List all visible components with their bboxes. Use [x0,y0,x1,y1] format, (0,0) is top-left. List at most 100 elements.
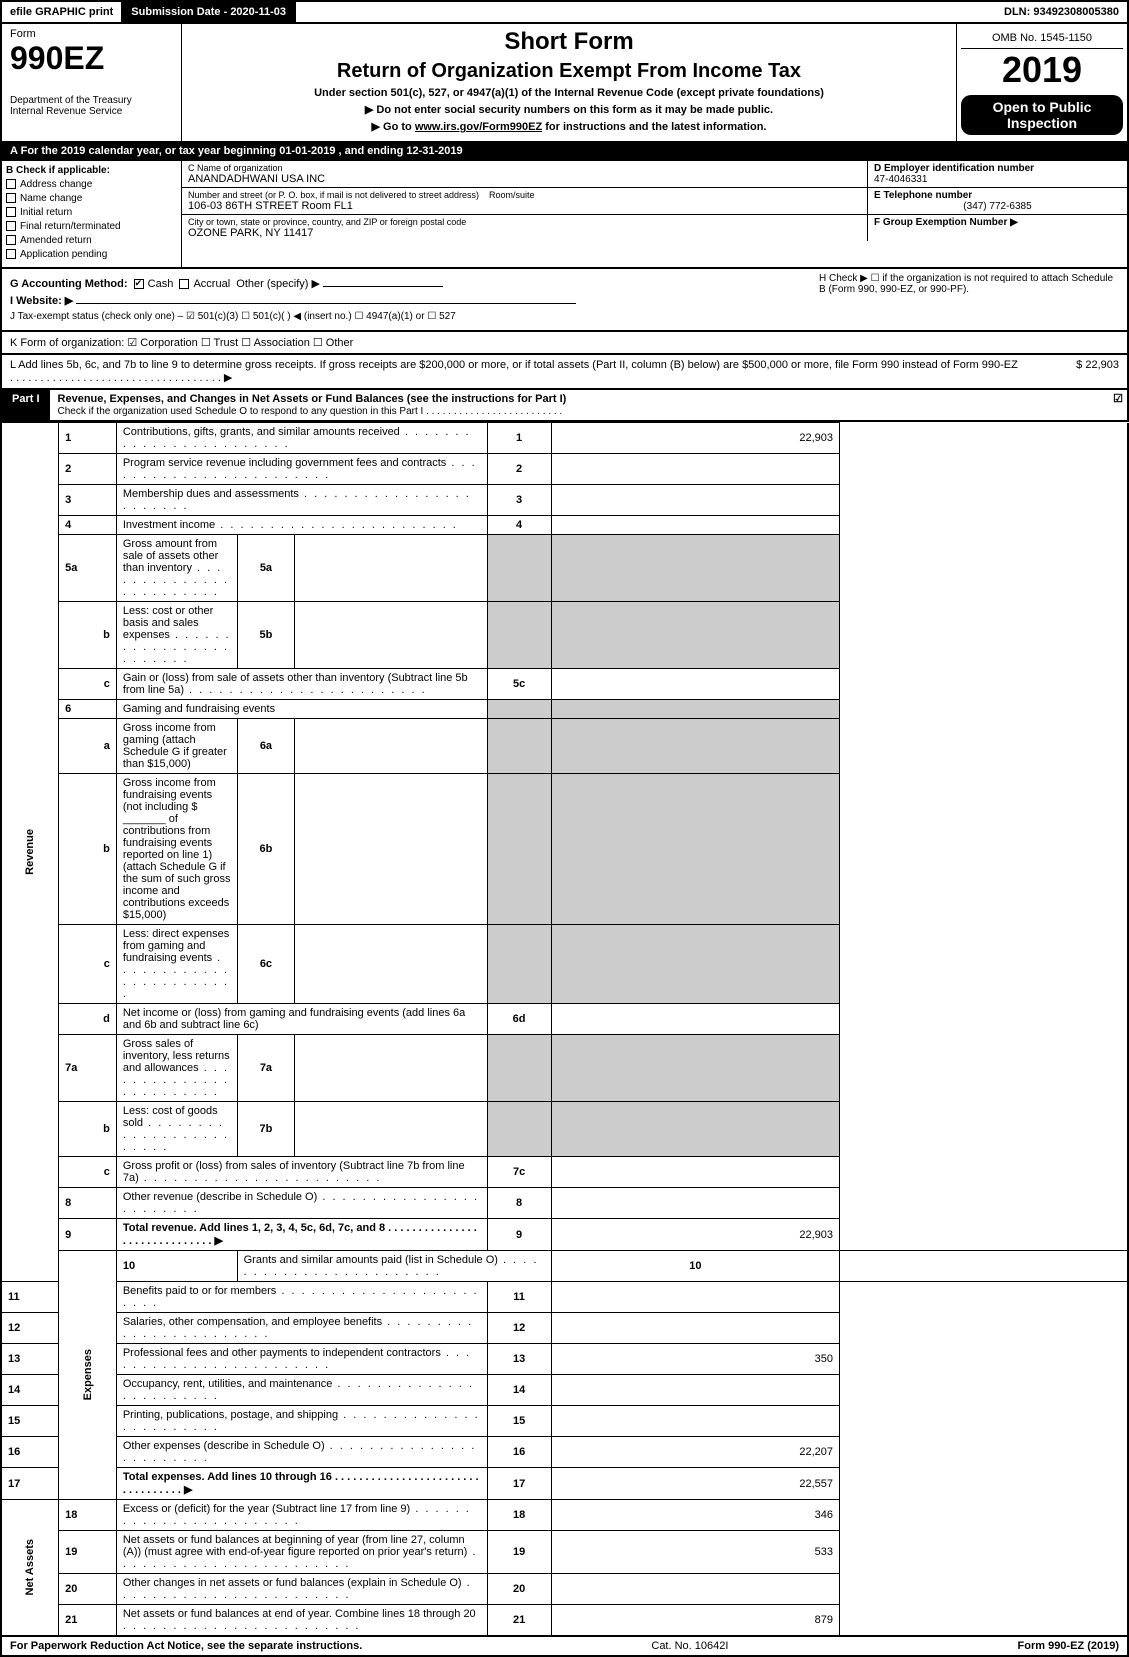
row-3: 3Membership dues and assessments3 [1,485,1128,516]
row-6b: bGross income from fundraising events (n… [1,774,1128,925]
row-6: 6Gaming and fundraising events [1,700,1128,719]
row-5a: 5aGross amount from sale of assets other… [1,535,1128,602]
section-GHIJ: H Check ▶ ☐ if the organization is not r… [0,269,1129,332]
street-value: 106-03 86TH STREET Room FL1 [188,200,861,212]
row-name: C Name of organization ANANDADHWANI USA … [182,161,1127,188]
row-16: 16Other expenses (describe in Schedule O… [1,1437,1128,1468]
open-inspection-badge: Open to Public Inspection [961,95,1123,135]
part-I-tab: Part I [2,390,50,420]
L-text: L Add lines 5b, 6c, and 7b to line 9 to … [10,359,1019,384]
row-18: Net Assets 18Excess or (deficit) for the… [1,1500,1128,1531]
C-name-label: C Name of organization [188,163,861,173]
check-amended-return[interactable]: Amended return [6,235,177,246]
check-address-change[interactable]: Address change [6,179,177,190]
row-20: 20Other changes in net assets or fund ba… [1,1574,1128,1605]
row-17: 17Total expenses. Add lines 10 through 1… [1,1468,1128,1500]
row-9: 9Total revenue. Add lines 1, 2, 3, 4, 5c… [1,1219,1128,1251]
form-header: Form 990EZ Department of the Treasury In… [0,24,1129,143]
check-final-return[interactable]: Final return/terminated [6,221,177,232]
form-number: 990EZ [10,40,173,77]
section-H: H Check ▶ ☐ if the organization is not r… [819,273,1119,295]
netassets-label: Net Assets [1,1500,59,1637]
part-I-sub: Check if the organization used Schedule … [58,406,563,417]
row-7c: cGross profit or (loss) from sales of in… [1,1157,1128,1188]
row-12: 12Salaries, other compensation, and empl… [1,1313,1128,1344]
F-label: F Group Exemption Number ▶ [874,217,1121,228]
subtitle: Under section 501(c), 527, or 4947(a)(1)… [190,87,948,99]
row-13: 13Professional fees and other payments t… [1,1344,1128,1375]
row-14: 14Occupancy, rent, utilities, and mainte… [1,1375,1128,1406]
row-2: 2Program service revenue including gover… [1,454,1128,485]
row-street: Number and street (or P. O. box, if mail… [182,188,1127,215]
part-I-checkbox[interactable]: ☑ [1113,392,1123,405]
section-K: K Form of organization: ☑ Corporation ☐ … [0,332,1129,355]
form-label: Form [10,28,173,40]
entity-block: B Check if applicable: Address change Na… [0,161,1129,269]
dln-label: DLN: 93492308005380 [996,2,1127,22]
page-footer: For Paperwork Reduction Act Notice, see … [0,1637,1129,1657]
row-4: 4Investment income4 [1,516,1128,535]
tax-year: 2019 [961,49,1123,91]
row-1: Revenue 1Contributions, gifts, grants, a… [1,423,1128,454]
header-left: Form 990EZ Department of the Treasury In… [2,24,182,141]
phone-value: (347) 772-6385 [874,201,1121,212]
row-10: Expenses 10Grants and similar amounts pa… [1,1251,1128,1282]
section-J: J Tax-exempt status (check only one) – ☑… [10,311,1119,322]
top-bar: efile GRAPHIC print Submission Date - 20… [0,0,1129,24]
footer-left: For Paperwork Reduction Act Notice, see … [10,1640,362,1652]
row-city: City or town, state or province, country… [182,215,1127,241]
row-6a: aGross income from gaming (attach Schedu… [1,719,1128,774]
section-I: I Website: ▶ [10,294,1119,307]
note2-prefix: ▶ Go to [372,121,415,133]
check-initial-return[interactable]: Initial return [6,207,177,218]
row-6d: dNet income or (loss) from gaming and fu… [1,1004,1128,1035]
D-label: D Employer identification number [874,163,1121,174]
row-19: 19Net assets or fund balances at beginni… [1,1531,1128,1574]
E-label: E Telephone number [874,190,1121,201]
omb-number: OMB No. 1545-1150 [961,28,1123,49]
city-value: OZONE PARK, NY 11417 [188,227,861,239]
check-name-change[interactable]: Name change [6,193,177,204]
row-5b: bLess: cost or other basis and sales exp… [1,602,1128,669]
city-label: City or town, state or province, country… [188,217,861,227]
row-7a: 7aGross sales of inventory, less returns… [1,1035,1128,1102]
check-accrual[interactable] [179,279,189,289]
lines-table: Revenue 1Contributions, gifts, grants, a… [0,422,1129,1637]
section-A-tax-year: A For the 2019 calendar year, or tax yea… [0,143,1129,161]
check-cash[interactable] [134,279,144,289]
irs-link[interactable]: www.irs.gov/Form990EZ [415,121,542,133]
tax-year-text: For the 2019 calendar year, or tax year … [21,145,463,157]
ein-value: 47-4046331 [874,174,1121,185]
room-label: Room/suite [489,190,535,200]
row-11: 11Benefits paid to or for members11 [1,1282,1128,1313]
dept-label: Department of the Treasury [10,95,173,106]
B-label: B Check if applicable: [6,165,177,176]
row-7b: bLess: cost of goods sold7b [1,1102,1128,1157]
submission-date-button[interactable]: Submission Date - 2020-11-03 [123,2,296,22]
header-mid: Short Form Return of Organization Exempt… [182,24,957,141]
note-ssn: ▶ Do not enter social security numbers o… [190,103,948,116]
efile-print-button[interactable]: efile GRAPHIC print [2,2,123,22]
row-15: 15Printing, publications, postage, and s… [1,1406,1128,1437]
header-right: OMB No. 1545-1150 2019 Open to Public In… [957,24,1127,141]
row-6c: cLess: direct expenses from gaming and f… [1,925,1128,1004]
revenue-label: Revenue [1,423,59,1282]
row-8: 8Other revenue (describe in Schedule O)8 [1,1188,1128,1219]
street-label: Number and street (or P. O. box, if mail… [188,190,479,200]
return-title: Return of Organization Exempt From Incom… [190,60,948,83]
part-I-header: Part I Revenue, Expenses, and Changes in… [0,390,1129,422]
footer-catalog: Cat. No. 10642I [362,1640,1017,1652]
row-21: 21Net assets or fund balances at end of … [1,1605,1128,1637]
note-link: ▶ Go to www.irs.gov/Form990EZ for instru… [190,120,948,133]
topbar-spacer [296,2,996,22]
irs-label: Internal Revenue Service [10,106,173,117]
footer-formref: Form 990-EZ (2019) [1018,1640,1119,1652]
section-L: L Add lines 5b, 6c, and 7b to line 9 to … [0,355,1129,390]
expenses-label: Expenses [59,1251,117,1500]
part-I-title: Revenue, Expenses, and Changes in Net As… [50,390,1127,420]
short-form-title: Short Form [190,28,948,56]
check-application-pending[interactable]: Application pending [6,249,177,260]
org-name: ANANDADHWANI USA INC [188,173,861,185]
section-B: B Check if applicable: Address change Na… [2,161,182,267]
B-checklist: Address change Name change Initial retur… [6,179,177,260]
